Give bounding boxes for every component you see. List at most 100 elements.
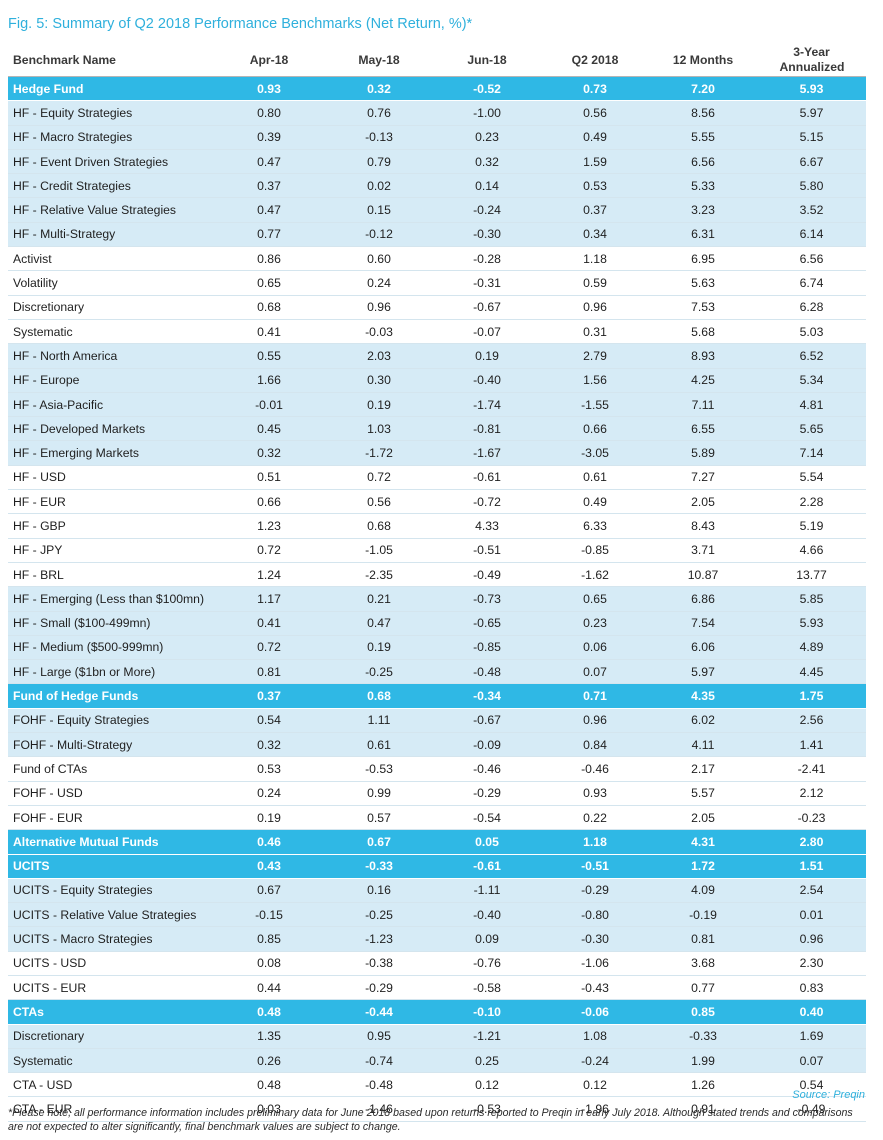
benchmark-name-cell: HF - Asia-Pacific xyxy=(8,392,213,418)
value-cell: -0.67 xyxy=(433,708,541,734)
value-cell: 0.26 xyxy=(213,1048,325,1074)
value-cell: -1.62 xyxy=(541,562,649,588)
value-cell: 6.02 xyxy=(649,708,757,734)
benchmark-name-cell: HF - JPY xyxy=(8,538,213,563)
value-cell: -0.48 xyxy=(433,659,541,685)
value-cell: 2.80 xyxy=(757,829,866,855)
value-cell: -1.74 xyxy=(433,392,541,418)
value-cell: 0.02 xyxy=(325,173,433,199)
value-cell: 0.31 xyxy=(541,319,649,345)
value-cell: 0.68 xyxy=(213,295,325,320)
col-header-q2-2018: Q2 2018 xyxy=(541,44,649,77)
table-body: Hedge Fund 0.93 0.32 -0.52 0.73 7.20 5.93 HF - … xyxy=(8,76,866,1122)
benchmark-name-cell: CTAs xyxy=(8,999,213,1025)
value-cell: -0.34 xyxy=(433,683,541,709)
value-cell: 0.06 xyxy=(541,635,649,661)
value-cell: 2.17 xyxy=(649,756,757,782)
value-cell: 0.81 xyxy=(213,659,325,685)
benchmark-name-cell: Discretionary xyxy=(8,1024,213,1049)
value-cell: 1.03 xyxy=(325,416,433,442)
benchmark-name-cell: HF - Event Driven Strategies xyxy=(8,149,213,175)
value-cell: -0.53 xyxy=(325,756,433,782)
value-cell: -0.61 xyxy=(433,854,541,879)
col-header-3-year-annualized: 3-Year Annualized xyxy=(757,44,866,77)
value-cell: 0.61 xyxy=(325,732,433,758)
value-cell: 0.09 xyxy=(433,926,541,952)
value-cell: -0.29 xyxy=(325,975,433,1001)
value-cell: 5.03 xyxy=(757,319,866,345)
value-cell: 1.99 xyxy=(649,1048,757,1074)
value-cell: 0.47 xyxy=(325,611,433,636)
value-cell: 7.14 xyxy=(757,440,866,466)
value-cell: 0.01 xyxy=(757,902,866,928)
value-cell: 8.56 xyxy=(649,100,757,126)
benchmark-name-cell: HF - Medium ($500-999mn) xyxy=(8,635,213,661)
value-cell: 6.86 xyxy=(649,586,757,612)
value-cell: 2.12 xyxy=(757,781,866,806)
value-cell: 5.15 xyxy=(757,125,866,150)
value-cell: -0.54 xyxy=(433,805,541,831)
value-cell: -0.33 xyxy=(649,1024,757,1049)
value-cell: 0.19 xyxy=(433,343,541,369)
value-cell: 0.65 xyxy=(541,586,649,612)
value-cell: 1.26 xyxy=(649,1072,757,1098)
benchmark-name-cell: HF - Relative Value Strategies xyxy=(8,197,213,223)
value-cell: 0.16 xyxy=(325,878,433,904)
value-cell: 1.41 xyxy=(757,732,866,758)
value-cell: -0.15 xyxy=(213,902,325,928)
table-row: HF - Emerging (Less than $100mn) 1.17 0.21… xyxy=(8,586,866,612)
benchmark-name-cell: HF - Emerging (Less than $100mn) xyxy=(8,586,213,612)
benchmark-name-cell: HF - USD xyxy=(8,465,213,491)
value-cell: 0.45 xyxy=(213,416,325,442)
benchmark-name-cell: Activist xyxy=(8,246,213,272)
value-cell: 0.84 xyxy=(541,732,649,758)
value-cell: -0.19 xyxy=(649,902,757,928)
value-cell: 0.25 xyxy=(433,1048,541,1074)
value-cell: 13.77 xyxy=(757,562,866,588)
value-cell: 0.85 xyxy=(649,999,757,1025)
value-cell: 0.05 xyxy=(433,829,541,855)
value-cell: 6.33 xyxy=(541,513,649,539)
value-cell: -0.49 xyxy=(433,562,541,588)
value-cell: 0.68 xyxy=(325,513,433,539)
value-cell: 0.51 xyxy=(213,465,325,491)
benchmark-name-cell: FOHF - EUR xyxy=(8,805,213,831)
value-cell: -0.10 xyxy=(433,999,541,1025)
value-cell: 0.53 xyxy=(213,756,325,782)
table-group-row: UCITS 0.43 -0.33 -0.61 -0.51 1.72 1.51 xyxy=(8,854,866,879)
value-cell: 0.80 xyxy=(213,100,325,126)
table-header-row: Benchmark Name Apr-18 May-18 Jun-18 Q2 2… xyxy=(8,44,866,77)
value-cell: -0.53 xyxy=(433,1096,541,1122)
source-note: Source: Preqin xyxy=(792,1089,865,1101)
value-cell: 0.81 xyxy=(649,926,757,952)
table-row: HF - Large ($1bn or More) 0.81 -0.25 -0.48 0… xyxy=(8,659,866,685)
table-row: HF - Event Driven Strategies 0.47 0.79 0.32… xyxy=(8,149,866,175)
table-row: HF - EUR 0.66 0.56 -0.72 0.49 2.05 2.28 xyxy=(8,489,866,515)
value-cell: 3.68 xyxy=(649,951,757,976)
value-cell: 0.77 xyxy=(213,222,325,248)
table-row: HF - Equity Strategies 0.80 0.76 -1.00 0.56 8… xyxy=(8,100,866,126)
value-cell: -0.25 xyxy=(325,659,433,685)
value-cell: 6.67 xyxy=(757,149,866,175)
table-row: HF - Macro Strategies 0.39 -0.13 0.23 0.49 5.… xyxy=(8,125,866,150)
value-cell: 0.03 xyxy=(213,1096,325,1122)
value-cell: 0.79 xyxy=(325,149,433,175)
value-cell: -0.51 xyxy=(433,538,541,563)
value-cell: 0.23 xyxy=(541,611,649,636)
value-cell: 0.14 xyxy=(433,173,541,199)
value-cell: 0.43 xyxy=(213,854,325,879)
table-row: HF - GBP 1.23 0.68 4.33 6.33 8.43 5.19 xyxy=(8,513,866,539)
value-cell: 0.23 xyxy=(433,125,541,150)
value-cell: -0.85 xyxy=(541,538,649,563)
value-cell: 1.23 xyxy=(213,513,325,539)
table-row: Activist 0.86 0.60 -0.28 1.18 6.95 6.56 xyxy=(8,246,866,272)
benchmark-name-cell: Fund of Hedge Funds xyxy=(8,683,213,709)
value-cell: 0.41 xyxy=(213,319,325,345)
benchmark-name-cell: Hedge Fund xyxy=(8,76,213,102)
value-cell: -0.46 xyxy=(433,756,541,782)
table-row: HF - Medium ($500-999mn) 0.72 0.19 -0.85 0.0… xyxy=(8,635,866,661)
benchmark-name-cell: HF - EUR xyxy=(8,489,213,515)
value-cell: 0.72 xyxy=(325,465,433,491)
value-cell: 0.72 xyxy=(213,635,325,661)
value-cell: 0.47 xyxy=(213,149,325,175)
